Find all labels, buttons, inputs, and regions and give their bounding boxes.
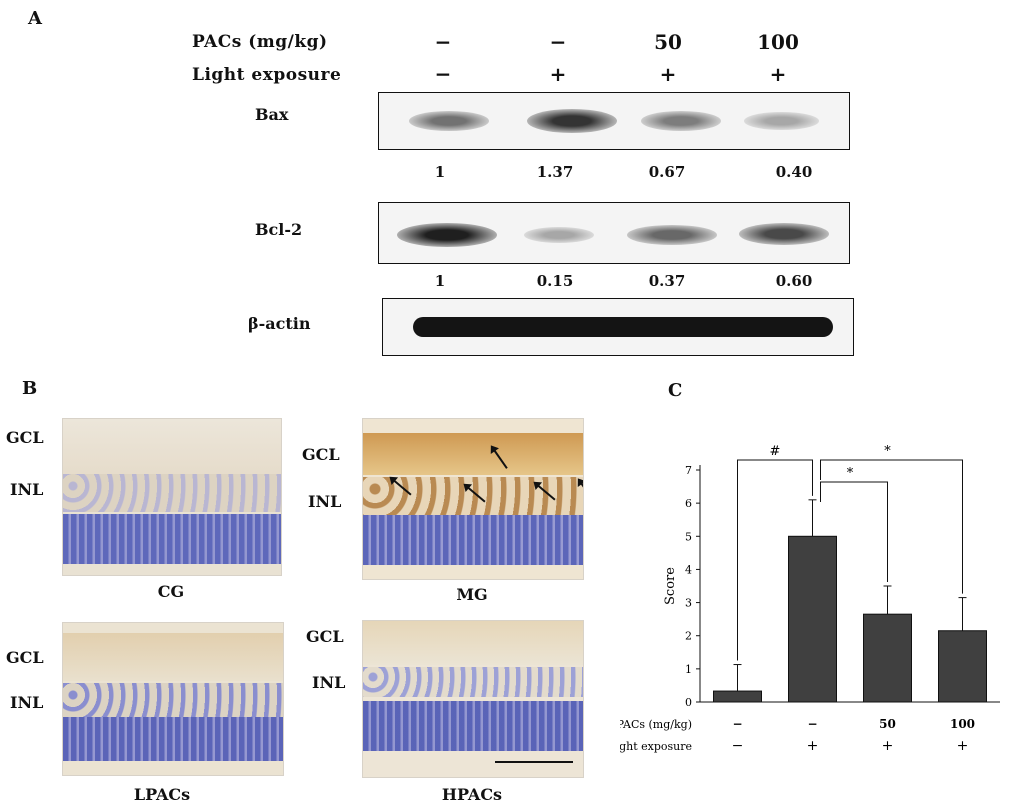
significance-bracket [820, 459, 963, 594]
bax-value-4: 0.40 [775, 163, 813, 181]
bcl2-band-3 [627, 225, 717, 245]
bcl2-band-1 [397, 223, 497, 247]
light-row-value: − [732, 738, 744, 754]
bcl2-value-2: 0.15 [536, 272, 574, 290]
lane2-light: + [549, 62, 567, 86]
significance-symbol: * [847, 466, 854, 481]
bar-mg [788, 535, 837, 703]
significance-symbol: * [884, 444, 891, 459]
pacs-row-value: − [807, 717, 817, 731]
cg-gcl-label: GCL [6, 428, 44, 447]
lpacs-inl-label: INL [10, 693, 44, 712]
hpacs-caption: HPACs [441, 785, 503, 804]
bcl2-band-2 [524, 227, 594, 243]
bax-value-2: 1.37 [536, 163, 574, 181]
pacs-row-value: 100 [950, 717, 975, 731]
y-axis-label: Score [663, 567, 678, 605]
actin-label: β-actin [248, 314, 311, 333]
bcl2-blot [378, 202, 850, 264]
y-tick-label: 4 [685, 563, 692, 576]
y-tick-label: 0 [685, 696, 692, 709]
bar-lpacs [863, 613, 912, 703]
lane2-pacs: − [549, 30, 567, 54]
bcl2-value-3: 0.37 [648, 272, 686, 290]
light-header-label: Light exposure [192, 65, 342, 85]
bcl2-band-4 [739, 223, 829, 245]
bcl2-label: Bcl-2 [255, 220, 303, 239]
panel-a-letter: A [28, 8, 42, 29]
significance-bracket [820, 481, 888, 582]
pacs-header-label: PACs (mg/kg) [192, 32, 328, 52]
mg-gcl-label: GCL [302, 445, 340, 464]
pacs-row-value: − [732, 717, 742, 731]
mg-caption: MG [456, 585, 488, 604]
y-tick-label: 6 [685, 497, 692, 510]
mg-histology-image [362, 418, 584, 580]
cg-inl-label: INL [10, 480, 44, 499]
mg-inl-label: INL [308, 492, 342, 511]
light-row-value: + [957, 738, 969, 754]
hpacs-gcl-label: GCL [306, 627, 344, 646]
cg-histology-image [62, 418, 282, 576]
significance-symbol: # [770, 444, 781, 459]
bax-band-4 [744, 112, 819, 130]
lane3-light: + [659, 62, 677, 86]
actin-blot [382, 298, 854, 356]
bax-label: Bax [255, 105, 289, 124]
bax-blot [378, 92, 850, 150]
bar-cg [713, 690, 762, 703]
scale-bar [495, 761, 573, 763]
bax-band-2 [527, 109, 617, 133]
panel-c-letter: C [668, 380, 683, 401]
bcl2-value-1: 1 [434, 272, 446, 290]
bax-band-3 [641, 111, 721, 131]
light-row-value: + [807, 738, 819, 754]
hpacs-inl-label: INL [312, 673, 346, 692]
score-bar-chart: 0 1 2 3 4 5 6 7 Score # * * PACs (mg/kg) Light exposu… [620, 444, 1000, 754]
y-tick-label: 1 [685, 663, 692, 676]
lane1-light: − [434, 62, 452, 86]
bax-value-3: 0.67 [648, 163, 686, 181]
y-tick-label: 2 [685, 630, 692, 643]
lane4-light: + [769, 62, 787, 86]
bax-value-1: 1 [434, 163, 446, 181]
lane3-pacs: 50 [654, 30, 682, 54]
bar-hpacs [938, 630, 987, 703]
lpacs-histology-image [62, 622, 284, 776]
cg-caption: CG [157, 582, 185, 601]
panel-b-letter: B [22, 378, 38, 399]
lane4-pacs: 100 [757, 30, 799, 54]
y-tick-label: 3 [685, 597, 692, 610]
y-tick-label: 7 [685, 464, 692, 477]
light-row-label: Light exposure [620, 740, 692, 753]
actin-band [413, 317, 833, 337]
pacs-row-value: 50 [879, 717, 896, 731]
bcl2-value-4: 0.60 [775, 272, 813, 290]
lpacs-gcl-label: GCL [6, 648, 44, 667]
significance-bracket [737, 459, 813, 661]
bax-band-1 [409, 111, 489, 131]
lane1-pacs: − [434, 30, 452, 54]
pacs-row-label: PACs (mg/kg) [620, 718, 692, 731]
light-row-value: + [882, 738, 894, 754]
y-tick-label: 5 [685, 530, 692, 543]
hpacs-histology-image [362, 620, 584, 778]
lpacs-caption: LPACs [133, 785, 191, 804]
